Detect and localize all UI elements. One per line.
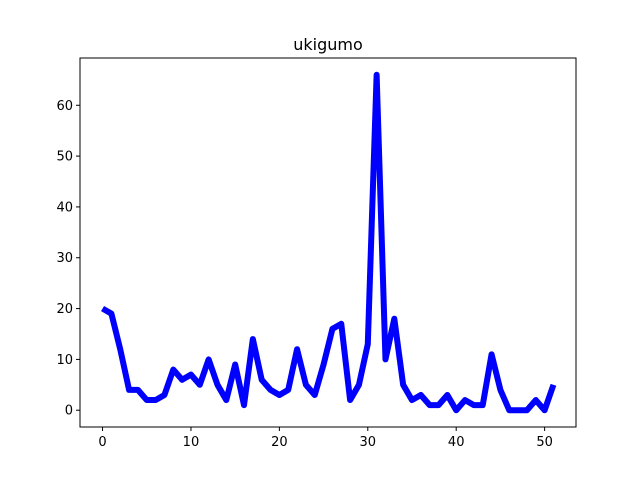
x-tick-label: 50 — [536, 435, 553, 450]
series-line-0 — [101, 71, 557, 414]
x-tick-label: 10 — [183, 435, 200, 450]
y-axis: 0 10 20 30 40 50 60 — [56, 99, 80, 419]
x-tick-label: 40 — [448, 435, 465, 450]
x-tick-label: 30 — [360, 435, 377, 450]
y-tick-label: 0 — [65, 404, 73, 419]
y-tick-label: 30 — [56, 251, 73, 266]
y-tick-label: 60 — [56, 99, 73, 114]
x-tick-label: 20 — [271, 435, 288, 450]
y-tick-label: 50 — [56, 150, 73, 165]
y-tick-label: 20 — [56, 302, 73, 317]
plot-frame — [79, 57, 577, 428]
chart-title: ukigumo — [293, 35, 363, 54]
x-tick-label: 0 — [98, 435, 106, 450]
x-axis: 0 10 20 30 40 50 — [98, 427, 553, 450]
plot-area — [101, 71, 557, 414]
y-tick-label: 10 — [56, 353, 73, 368]
y-tick-label: 40 — [56, 200, 73, 215]
